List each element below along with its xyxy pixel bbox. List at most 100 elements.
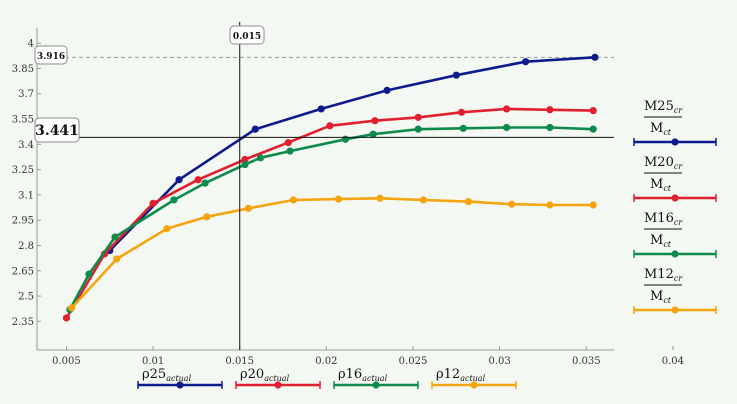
data-point (452, 71, 460, 79)
data-point (170, 196, 178, 204)
y-legend-numerator: M20cr (644, 155, 683, 171)
series-2 (62, 105, 597, 322)
data-point (589, 125, 597, 133)
x-legend-swatch-point (176, 381, 184, 389)
data-point (502, 123, 511, 132)
y-legend-entry: M25cr Mct (633, 99, 717, 146)
y-legend-denominator: Mct (650, 289, 672, 305)
data-point (201, 179, 209, 187)
data-point (284, 139, 292, 147)
x-legend-entry: ρ25actual (137, 367, 223, 389)
x-legend-label: ρ25actual (142, 367, 192, 383)
data-point (369, 130, 377, 138)
data-point (111, 233, 119, 241)
data-point (383, 86, 391, 94)
y-tick-label: 3.4 (18, 140, 34, 151)
data-point (419, 196, 427, 204)
data-point (464, 198, 473, 206)
data-point (376, 194, 384, 202)
data-point (289, 196, 298, 204)
y-tick-label: 2.5 (18, 292, 34, 303)
data-point (68, 304, 76, 312)
data-point (546, 123, 554, 132)
x-tick-label: 0.04 (662, 356, 684, 367)
data-point (241, 155, 249, 164)
data-point (334, 195, 343, 203)
data-point (508, 200, 516, 208)
y-legend-denominator: Mct (650, 233, 672, 249)
series-4 (68, 194, 597, 312)
data-point (502, 105, 511, 113)
y-legend-numerator: M16cr (644, 211, 683, 227)
data-point (149, 199, 157, 207)
x-tick-label: 0.01 (142, 356, 164, 367)
data-point (241, 160, 249, 169)
data-point (459, 124, 467, 132)
x-legend-entry: ρ20actual (235, 367, 321, 389)
y-legend-swatch-point (671, 306, 679, 314)
x-legend-swatch-point (372, 381, 380, 389)
y-tick-label: 4 (28, 39, 34, 50)
x-legend-swatch-point (274, 381, 282, 389)
y-legend-entry: M12cr Mct (633, 267, 717, 314)
data-point (326, 122, 334, 130)
data-point (244, 204, 252, 212)
series-line (68, 126, 594, 311)
data-point (414, 113, 422, 121)
x-legend-label: ρ20actual (240, 367, 290, 383)
data-point (286, 147, 294, 155)
data-point (163, 225, 171, 233)
y-tick-label: 2.95 (12, 216, 34, 227)
horizontal-marker-value: 3.441 (35, 123, 79, 139)
y-legend-entry: M20cr Mct (633, 155, 717, 202)
x-legend-entry: ρ16actual (333, 367, 419, 389)
y-tick-label: 2.8 (18, 241, 34, 252)
y-tick-label: 2.35 (12, 317, 34, 328)
y-tick-label: 3.55 (12, 115, 34, 126)
data-point (546, 106, 554, 114)
series-1 (106, 53, 599, 255)
series-3 (66, 123, 597, 314)
x-tick-label: 0.015 (225, 356, 254, 367)
x-legend-swatch-point (470, 381, 478, 389)
y-legend-swatch-point (671, 250, 679, 258)
data-point (203, 213, 211, 221)
data-point (522, 58, 530, 66)
vertical-marker-value: 0.015 (233, 32, 261, 42)
y-legend-swatch-point (671, 138, 679, 146)
vertical-marker-callout (229, 25, 265, 45)
data-point (589, 201, 597, 209)
data-point (317, 105, 325, 113)
y-legend-numerator: M12cr (644, 267, 683, 283)
y-legend-denominator: Mct (650, 177, 672, 193)
x-legend-label: ρ12actual (436, 367, 486, 383)
x-tick-label: 0.035 (572, 356, 601, 367)
series-line (108, 56, 595, 252)
data-point (85, 270, 93, 278)
y-tick-label: 3.1 (18, 190, 34, 201)
y-tick-label: 2.65 (12, 266, 34, 277)
dashed-marker-value: 3.916 (37, 52, 65, 62)
x-legend-label: ρ16actual (338, 367, 388, 383)
x-tick-label: 0.005 (52, 356, 81, 367)
data-point (414, 125, 422, 133)
data-point (251, 125, 259, 133)
y-tick-label: 3.7 (18, 89, 34, 100)
y-legend-numerator: M25cr (644, 99, 683, 115)
dashed-marker-callout (34, 45, 68, 65)
data-point (457, 108, 466, 116)
data-point (341, 135, 350, 143)
x-tick-label: 0.025 (399, 356, 428, 367)
horizontal-marker-callout (34, 117, 80, 143)
y-legend-entry: M16cr Mct (633, 211, 717, 258)
x-tick-label: 0.02 (315, 356, 337, 367)
data-point (371, 117, 379, 125)
x-tick-label: 0.03 (489, 356, 511, 367)
data-point (194, 176, 202, 184)
data-point (175, 176, 183, 184)
y-legend-swatch-point (671, 194, 679, 202)
y-tick-label: 3.25 (12, 165, 34, 176)
x-legend-entry: ρ12actual (431, 367, 517, 389)
